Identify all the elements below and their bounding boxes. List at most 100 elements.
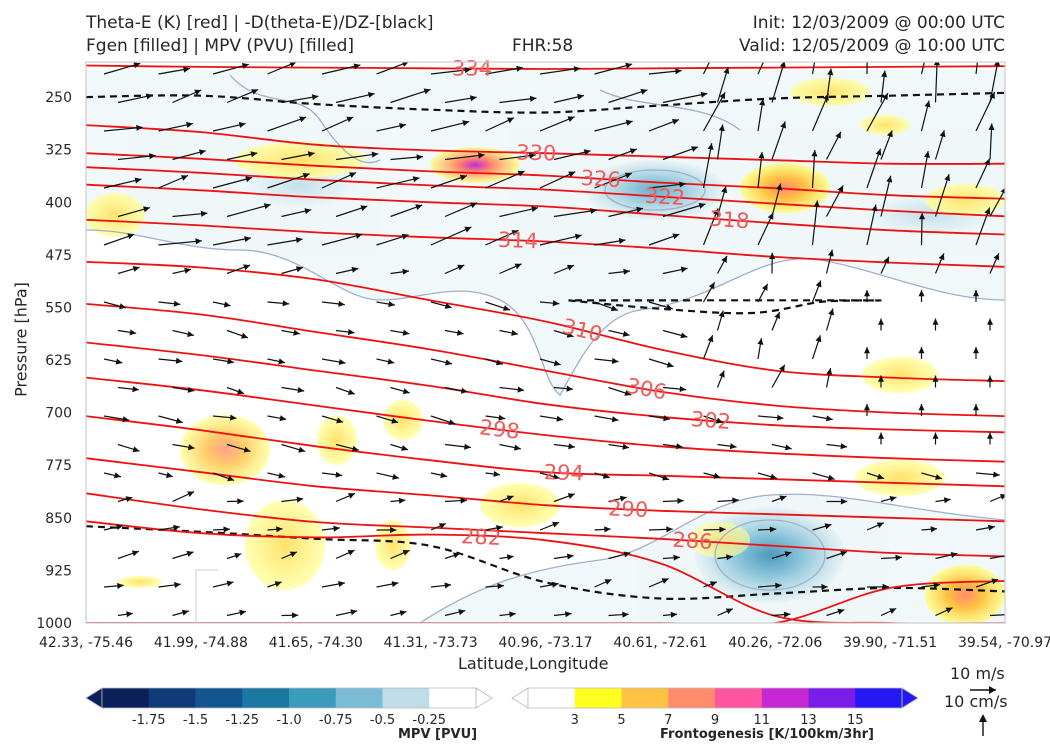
wind-vector-head xyxy=(347,389,355,395)
wind-vector-head xyxy=(944,174,951,182)
wind-vector xyxy=(702,208,719,246)
wind-vector-head xyxy=(779,62,786,68)
wind-vector-head xyxy=(553,360,561,366)
wind-vector xyxy=(811,62,816,75)
stability-contours xyxy=(86,91,1005,600)
wind-vector-head xyxy=(134,177,142,184)
wind-vector-head xyxy=(721,186,728,194)
mpv-colorbar: -1.75 -1.5 -1.25 -1.0 -0.75 -0.5 -0.25 xyxy=(85,687,493,728)
wind-vector-head xyxy=(567,116,575,122)
wind-vector-head xyxy=(181,609,189,616)
wind-vector-head xyxy=(458,609,466,616)
wind-vector-head xyxy=(117,582,124,589)
init-time: Init: 12/03/2009 @ 00:00 UTC xyxy=(752,13,1005,33)
wind-vector xyxy=(594,120,633,132)
wind-vector-head xyxy=(223,301,231,308)
wind-vector xyxy=(934,174,950,217)
wind-vector-head xyxy=(551,581,559,588)
wind-vector-head xyxy=(464,443,471,450)
theta-e-contour-334 xyxy=(86,64,1005,70)
wind-vector-head xyxy=(574,233,582,240)
wind-vector-head xyxy=(827,474,835,481)
wind-vector-head xyxy=(462,120,470,127)
wind-vector-head xyxy=(460,387,468,394)
wind-vector-head xyxy=(173,524,180,531)
wind-vector-head xyxy=(987,318,993,325)
wind-vector-head xyxy=(304,208,312,215)
wind-vector-head xyxy=(470,202,478,209)
wind-vector xyxy=(103,126,143,132)
wind-vector-head xyxy=(516,65,523,72)
wind-vector xyxy=(226,203,271,218)
wind-vector-head xyxy=(351,266,359,273)
wind-vector-head xyxy=(623,551,631,558)
wind-vector-head xyxy=(827,68,834,76)
wind-vector-head xyxy=(567,264,574,271)
wind-vector-head xyxy=(444,303,452,309)
wind-vector-head xyxy=(399,610,407,617)
wind-vector-head xyxy=(243,446,251,453)
wind-vector-head xyxy=(775,582,782,589)
valid-time: Valid: 12/05/2009 @ 10:00 UTC xyxy=(739,36,1005,56)
wind-vector-head xyxy=(715,417,723,424)
wind-vector-head xyxy=(878,375,884,382)
wind-vector-head xyxy=(877,473,885,480)
wind-vector xyxy=(866,92,889,132)
fgen-blob-right-upper xyxy=(925,184,1005,216)
wind-vector-head xyxy=(460,497,467,504)
theta-e-contour-298 xyxy=(86,376,1005,463)
wind-vector xyxy=(811,93,829,132)
wind-vector-head xyxy=(349,172,356,178)
y-tick-label: 775 xyxy=(45,458,72,474)
mpv-colorbar-tick-label: -1.0 xyxy=(276,713,301,728)
wind-vector-head xyxy=(759,98,766,106)
wind-vector xyxy=(975,207,991,246)
wind-vector xyxy=(553,209,597,218)
wind-vector-head xyxy=(459,174,467,181)
wind-vector-head xyxy=(991,578,999,585)
fgen-colorbar-frame xyxy=(527,687,903,709)
wind-vector-head xyxy=(640,88,648,95)
wind-vector-head xyxy=(335,471,343,478)
wind-vector-head xyxy=(506,495,514,502)
wind-vector-head xyxy=(129,329,137,336)
wind-scale-horizontal-label: 10 m/s xyxy=(950,664,1005,683)
wind-vector-head xyxy=(237,388,244,395)
wind-vector-head xyxy=(402,550,410,556)
wind-vector-head xyxy=(122,416,130,423)
wind-vector-head xyxy=(498,414,506,421)
mpv-colorbar-swatch xyxy=(242,688,290,708)
wind-vector-head xyxy=(338,300,345,307)
wind-vector-head xyxy=(623,268,630,275)
wind-vector-head xyxy=(187,491,195,497)
fgen-blob-top-right xyxy=(860,115,910,135)
wind-vector-head xyxy=(497,583,504,590)
wind-vector-head xyxy=(517,170,525,177)
wind-vector-head xyxy=(402,268,409,275)
wind-vector-head xyxy=(619,495,627,502)
wind-vector-head xyxy=(918,347,925,354)
wind-vector-head xyxy=(568,443,575,450)
wind-vector-head xyxy=(924,151,930,158)
fgen-colorbar-tick-label: 11 xyxy=(753,713,770,728)
fgen-colorbar-tick-label: 3 xyxy=(571,713,579,728)
fgen-colorbar-swatch xyxy=(715,688,763,708)
wind-vector xyxy=(662,92,708,104)
wind-vector xyxy=(212,176,253,189)
theta-e-contour-330 xyxy=(86,124,1005,165)
wind-vector-head xyxy=(567,493,575,499)
wind-vector-head xyxy=(673,554,680,561)
wind-vector-head xyxy=(987,432,993,439)
wind-vector-head xyxy=(624,172,632,179)
wind-vector-head xyxy=(583,149,591,156)
wind-vector-head xyxy=(132,386,139,393)
wind-vector-head xyxy=(811,150,818,157)
wind-vector-head xyxy=(882,93,888,101)
wind-vector xyxy=(444,154,485,161)
wind-vector-head xyxy=(566,553,574,560)
y-tick-label: 1000 xyxy=(36,616,72,632)
wind-vector-head xyxy=(889,608,897,614)
wind-vector xyxy=(757,62,765,75)
wind-vector xyxy=(975,91,996,132)
fgen-colorbar-tick-label: 5 xyxy=(617,713,625,728)
